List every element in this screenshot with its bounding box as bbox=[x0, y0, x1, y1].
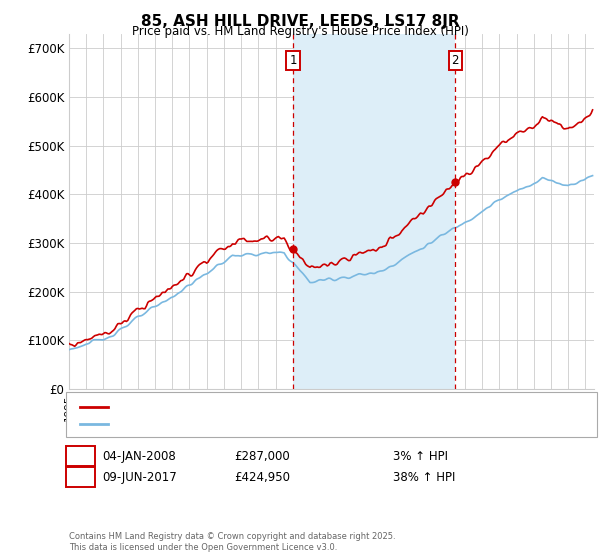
Text: Price paid vs. HM Land Registry's House Price Index (HPI): Price paid vs. HM Land Registry's House … bbox=[131, 25, 469, 38]
Text: £287,000: £287,000 bbox=[234, 450, 290, 463]
Text: 85, ASH HILL DRIVE, LEEDS, LS17 8JR: 85, ASH HILL DRIVE, LEEDS, LS17 8JR bbox=[140, 14, 460, 29]
Text: 38% ↑ HPI: 38% ↑ HPI bbox=[393, 470, 455, 484]
Text: 3% ↑ HPI: 3% ↑ HPI bbox=[393, 450, 448, 463]
Text: 09-JUN-2017: 09-JUN-2017 bbox=[102, 470, 177, 484]
Text: 1: 1 bbox=[289, 54, 296, 67]
Text: 2: 2 bbox=[452, 54, 459, 67]
Text: £424,950: £424,950 bbox=[234, 470, 290, 484]
Text: HPI: Average price, detached house, Leeds: HPI: Average price, detached house, Leed… bbox=[113, 419, 336, 429]
Text: Contains HM Land Registry data © Crown copyright and database right 2025.
This d: Contains HM Land Registry data © Crown c… bbox=[69, 532, 395, 552]
Text: 04-JAN-2008: 04-JAN-2008 bbox=[102, 450, 176, 463]
Text: 2: 2 bbox=[77, 470, 84, 484]
Text: 1: 1 bbox=[77, 450, 84, 463]
Bar bbox=[293, 34, 455, 389]
Text: 85, ASH HILL DRIVE, LEEDS, LS17 8JR (detached house): 85, ASH HILL DRIVE, LEEDS, LS17 8JR (det… bbox=[113, 402, 402, 412]
